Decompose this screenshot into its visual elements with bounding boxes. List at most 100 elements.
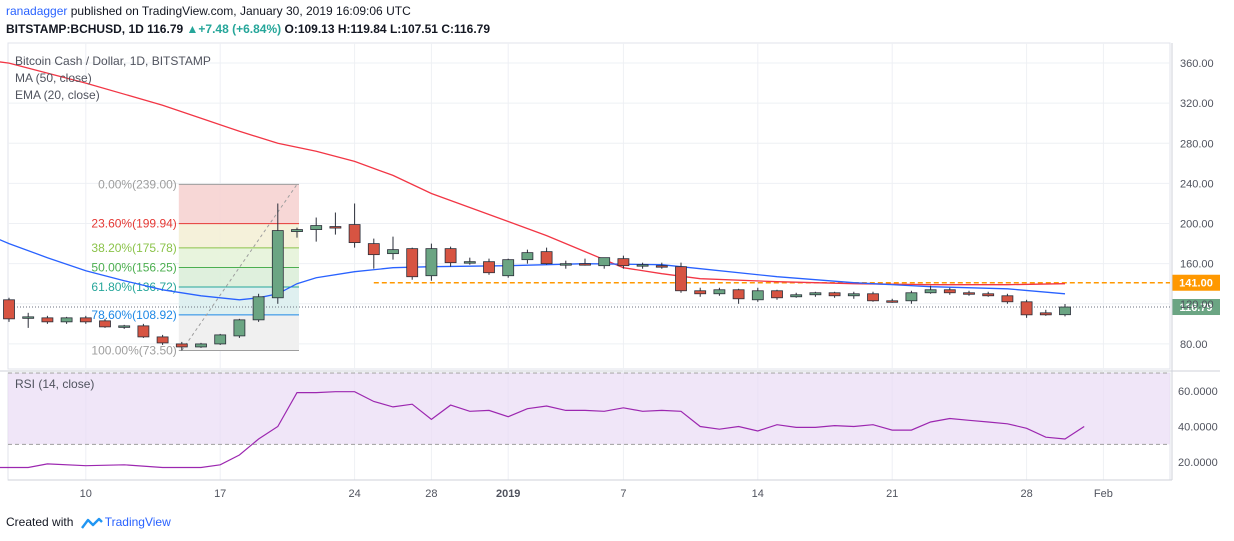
legend-ma: MA (50, close)	[15, 71, 92, 85]
candle-body	[636, 264, 649, 267]
candle-body	[828, 292, 841, 297]
candle-body	[137, 325, 150, 338]
candle-body	[214, 334, 227, 345]
candle-body	[118, 325, 131, 328]
symbol-name: BITSTAMP:BCHUSD, 1D	[6, 22, 144, 36]
legend-rsi: RSI (14, close)	[15, 377, 94, 391]
candle-body	[943, 289, 956, 294]
candle-body	[387, 249, 399, 255]
candle-body	[233, 319, 246, 337]
publish-info: ranadagger published on TradingView.com,…	[6, 4, 411, 18]
fib-level-label: 61.80%(136.72)	[91, 280, 176, 294]
candle-body	[502, 259, 515, 277]
candle-body	[195, 343, 207, 348]
resistance-level: 141.00 116.79	[8, 274, 1220, 316]
time-tick-label: 2019	[496, 488, 520, 500]
candle-body	[809, 292, 822, 296]
candle-body	[732, 289, 745, 300]
close-value: 116.79	[453, 22, 491, 36]
fib-zone	[178, 247, 299, 268]
candle-body	[156, 336, 169, 344]
candle-body	[79, 317, 92, 323]
price-tick-label: 80.00	[1180, 339, 1208, 351]
candle-body	[982, 293, 995, 297]
last-price: 116.79	[147, 22, 184, 36]
legend-ema: EMA (20, close)	[15, 88, 100, 102]
fib-level-label: 100.00%(73.50)	[91, 343, 176, 357]
tradingview-logo-icon[interactable]	[80, 517, 103, 529]
fib-zone	[178, 267, 299, 288]
candle-body	[367, 243, 380, 256]
candle-body	[22, 316, 35, 319]
candle-body	[3, 299, 15, 320]
candle-body	[252, 296, 265, 321]
candle-body	[1001, 295, 1014, 303]
time-tick-label: 24	[348, 488, 360, 500]
close-label: C:	[441, 22, 454, 36]
rsi-tick-label: 40.0000	[1178, 422, 1218, 434]
candle-body	[99, 320, 111, 328]
candle-body	[463, 261, 476, 264]
candle-body	[924, 289, 937, 294]
fib-level-label: 23.60%(199.94)	[91, 217, 176, 231]
price-tick-label: 320.00	[1180, 98, 1214, 110]
fib-level-label: 50.00%(156.25)	[91, 260, 176, 274]
candle-body	[540, 251, 553, 265]
candle-body	[713, 289, 726, 295]
candle-body	[847, 293, 860, 297]
ma-line-group	[0, 61, 1066, 301]
candle-body	[41, 317, 54, 323]
candle-body	[963, 292, 975, 295]
candle-body	[1039, 312, 1052, 316]
candle-body	[60, 317, 73, 323]
price-tick-label: 280.00	[1180, 138, 1214, 150]
candle-body	[310, 225, 323, 230]
legend-title: Bitcoin Cash / Dollar, 1D, BITSTAMP	[15, 54, 211, 68]
axes: 80.00 120.00 160.00 200.00 240.00 280.00 320.0…	[8, 43, 1218, 500]
open-value: 109.13	[297, 22, 335, 36]
candle-body	[1059, 306, 1071, 316]
low-value: 107.51	[401, 22, 438, 36]
rsi-line	[0, 391, 1085, 469]
footer: Created with TradingView	[6, 515, 171, 529]
current-price-tag	[1172, 299, 1220, 316]
tradingview-brand[interactable]: TradingView	[104, 515, 171, 529]
time-tick-label: Feb	[1094, 488, 1113, 500]
candle-body	[751, 290, 764, 301]
time-tick-label: 14	[752, 488, 764, 500]
time-tick-label: 28	[1020, 488, 1032, 500]
candle-body	[675, 266, 687, 292]
candle-body	[559, 263, 572, 266]
candle-body	[483, 261, 495, 274]
price-change: +7.48 (+6.84%)	[198, 22, 282, 36]
candle-body	[655, 265, 668, 268]
fib-level-label: 0.00%(239.00)	[98, 177, 177, 191]
candle-body	[271, 230, 284, 299]
candle-body	[291, 229, 303, 232]
time-tick-label: 10	[80, 488, 92, 500]
time-tick-label: 7	[620, 488, 626, 500]
rsi-band	[8, 373, 1170, 445]
candle-body	[521, 252, 534, 261]
change-up-icon: ▲	[186, 22, 199, 36]
author-link[interactable]: ranadagger	[6, 4, 68, 18]
rsi-tick-label: 20.0000	[1178, 457, 1218, 469]
candle-body	[406, 248, 419, 278]
published-text: published on TradingView.com, January 30…	[70, 4, 411, 18]
price-tick-label: 360.00	[1180, 58, 1214, 70]
high-label: H:	[337, 22, 351, 36]
candle-body	[790, 294, 803, 298]
fib-zone	[178, 184, 299, 224]
high-value: 119.84	[350, 22, 387, 36]
fib-level-label: 38.20%(175.78)	[91, 241, 176, 255]
candle-body	[867, 293, 879, 302]
fib-level-label: 78.60%(108.92)	[91, 308, 176, 322]
time-tick-label: 28	[425, 488, 437, 500]
candle-body	[1020, 301, 1033, 316]
candle-body	[579, 263, 591, 266]
price-pane-frame	[7, 42, 1171, 370]
level-price-tag	[1172, 274, 1220, 291]
candle-body	[694, 290, 707, 295]
rsi-pane	[0, 372, 1170, 469]
